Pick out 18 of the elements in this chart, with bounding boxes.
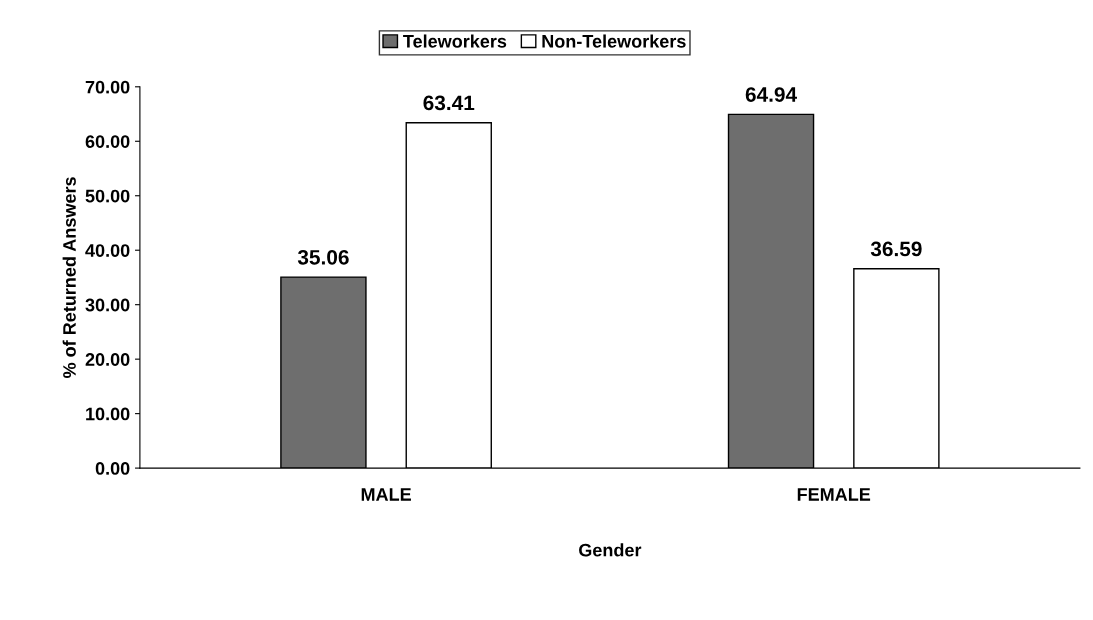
y-tick-label: 40.00	[85, 244, 130, 257]
x-axis-title: Gender	[579, 543, 642, 557]
y-tick-label: 10.00	[86, 407, 130, 421]
data-label: 35.06	[297, 249, 349, 265]
data-label: 64.94	[745, 87, 797, 102]
y-tick-label: 60.00	[85, 135, 130, 148]
x-tick-label: FEMALE	[797, 488, 871, 501]
y-axis-title: % of Returned Answers	[62, 177, 76, 378]
legend-label: Non-Teleworkers	[542, 34, 686, 48]
y-tick-label: 0.00	[95, 462, 130, 475]
y-tick-label: 20.00	[85, 353, 130, 366]
y-tick-label: 30.00	[85, 298, 130, 312]
data-label: 63.41	[423, 95, 475, 111]
legend-label: Teleworkers	[403, 34, 507, 48]
y-tick-label: 50.00	[85, 189, 130, 203]
x-tick-label: MALE	[361, 488, 411, 501]
data-label: 36.59	[870, 241, 922, 257]
y-tick-label: 70.00	[85, 80, 130, 94]
